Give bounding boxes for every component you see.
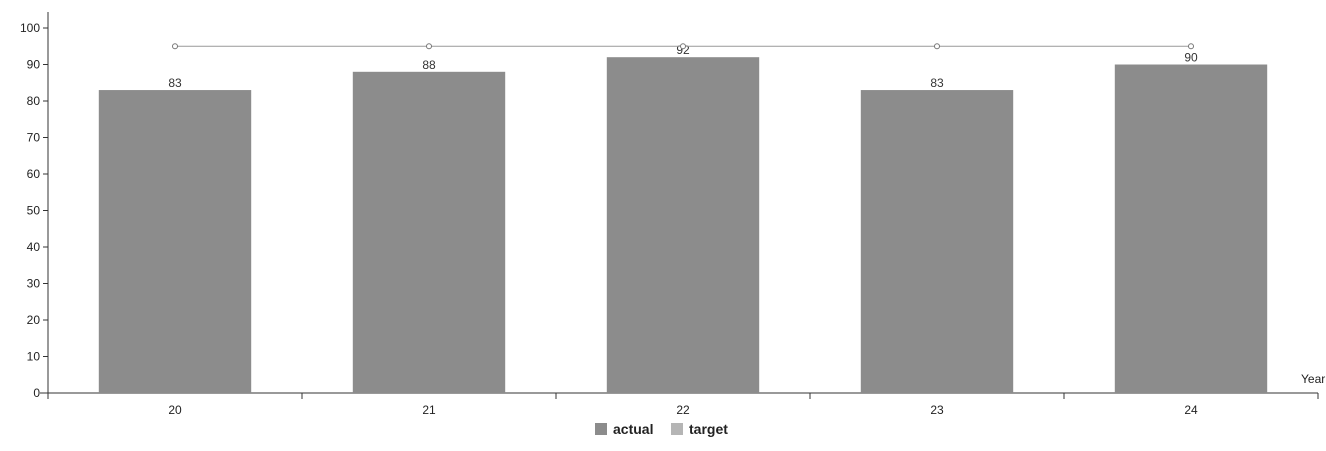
x-axis: 20 21 22 23 24 <box>40 392 1319 417</box>
target-line <box>172 43 1194 50</box>
bar-actual <box>860 90 1014 394</box>
bar-value-label: 90 <box>1184 51 1198 65</box>
bar-value-label: 83 <box>930 76 944 90</box>
target-point <box>1188 43 1194 50</box>
legend-label-actual: actual <box>613 421 653 437</box>
x-tick-label: 20 <box>168 403 182 417</box>
target-point <box>426 43 432 50</box>
x-tick-label: 23 <box>930 403 944 417</box>
bar-actual <box>98 90 252 394</box>
bar-actual <box>1114 64 1268 393</box>
y-tick-label: 60 <box>27 167 41 181</box>
bar-value-label: 88 <box>422 58 436 72</box>
y-tick-label: 90 <box>27 58 41 72</box>
bar-value-label: 83 <box>168 76 182 90</box>
x-tick-label: 24 <box>1184 403 1198 417</box>
y-tick-label: 20 <box>27 313 41 327</box>
bar-actual <box>606 57 760 393</box>
y-tick-label: 100 <box>20 21 40 35</box>
y-tick-label: 50 <box>27 204 41 218</box>
x-axis-title: Year <box>1301 372 1325 386</box>
legend-swatch-actual <box>595 423 607 435</box>
y-tick-label: 80 <box>27 94 41 108</box>
bars <box>98 57 1268 394</box>
y-tick-label: 0 <box>33 386 40 400</box>
y-tick-label: 10 <box>27 350 41 364</box>
legend: actual target <box>595 421 728 437</box>
y-tick-label: 30 <box>27 277 41 291</box>
legend-swatch-target <box>671 423 683 435</box>
target-point <box>172 43 178 50</box>
target-point <box>680 43 686 50</box>
x-tick-label: 21 <box>422 403 436 417</box>
y-tick-label: 40 <box>27 240 41 254</box>
target-point <box>934 43 940 50</box>
bar-actual <box>352 71 506 394</box>
y-axis: 0 10 20 30 40 50 60 70 80 90 100 <box>20 12 49 400</box>
legend-label-target: target <box>689 421 728 437</box>
y-tick-label: 70 <box>27 131 41 145</box>
x-tick-label: 22 <box>676 403 690 417</box>
